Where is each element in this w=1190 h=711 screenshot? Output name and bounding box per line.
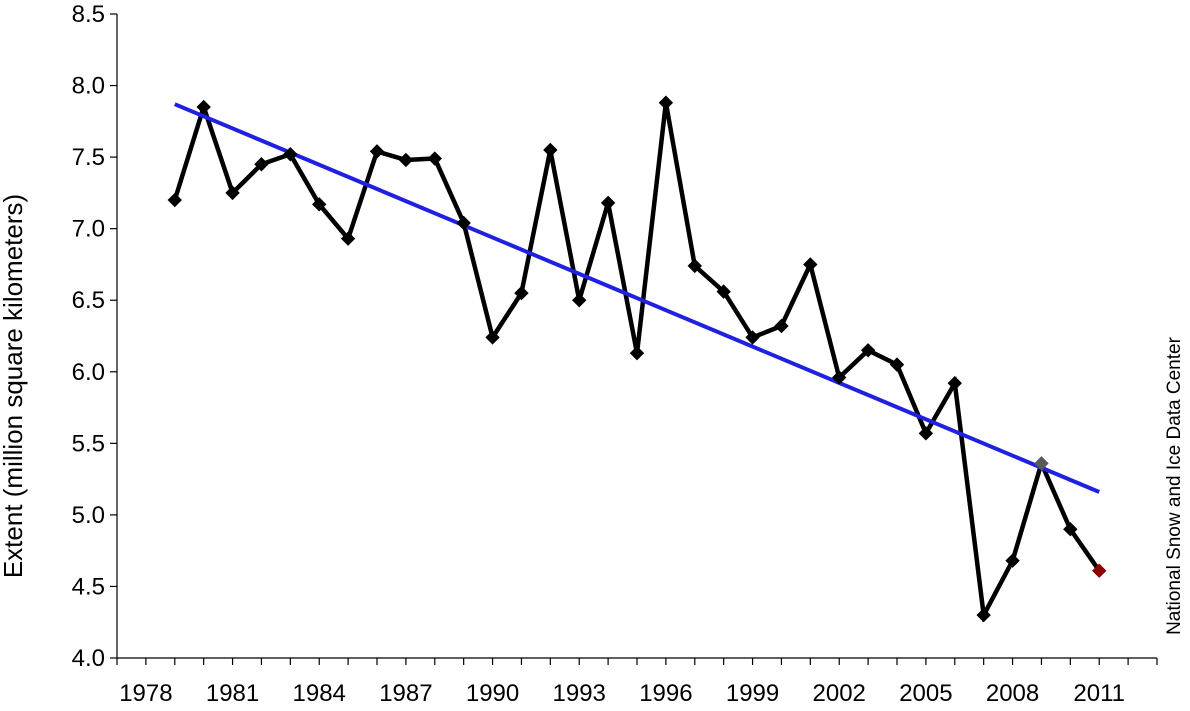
y-axis-ticks: 4.0 4.5 5.0 5.5 6.0 6.5 7.0 7.5 8.0 8.5 xyxy=(72,1,117,672)
data-point-marker xyxy=(889,357,905,372)
data-point-marker xyxy=(832,370,847,385)
y-tick-label: 4.0 xyxy=(72,645,105,672)
x-tick-label: 1999 xyxy=(726,680,779,707)
series-layer xyxy=(167,95,1107,623)
data-point-marker xyxy=(774,318,789,334)
y-tick-label: 7.5 xyxy=(72,144,105,171)
x-tick-label: 2011 xyxy=(1073,680,1125,707)
x-tick-label: 1990 xyxy=(466,680,519,707)
x-tick-label: 1978 xyxy=(119,680,172,707)
x-tick-label: 1996 xyxy=(639,680,692,707)
y-tick-label: 8.0 xyxy=(72,73,105,100)
data-point-marker xyxy=(976,607,991,623)
data-point-marker xyxy=(918,426,934,441)
x-tick-label: 2008 xyxy=(986,680,1039,707)
x-axis-ticks: 1978 1981 1984 1987 1990 1993 1996 1999 2002 2005… xyxy=(116,658,1158,707)
data-point-marker xyxy=(196,99,211,115)
data-point-marker xyxy=(658,95,674,110)
data-point-marker xyxy=(745,330,760,345)
data-point-marker xyxy=(225,185,240,201)
credit-label: National Snow and Ice Data Center xyxy=(1164,336,1185,635)
y-tick-label: 4.5 xyxy=(72,573,105,600)
data-point-marker xyxy=(1005,553,1020,568)
y-tick-label: 6.0 xyxy=(72,359,105,386)
data-point-marker xyxy=(572,293,587,308)
y-tick-label: 5.5 xyxy=(72,430,105,457)
data-point-marker xyxy=(860,343,876,358)
data-point-marker xyxy=(398,152,414,168)
data-point-marker xyxy=(312,197,327,212)
data-point-marker xyxy=(283,147,298,162)
x-tick-label: 2005 xyxy=(899,680,952,707)
data-point-marker xyxy=(254,157,269,172)
data-point-marker xyxy=(947,376,962,391)
data-point-marker xyxy=(456,215,471,231)
data-point-marker xyxy=(543,142,558,158)
data-point-marker xyxy=(600,195,616,211)
x-tick-label: 1993 xyxy=(553,680,606,707)
data-point-marker xyxy=(803,257,818,272)
y-tick-label: 5.0 xyxy=(72,502,105,529)
trend-line xyxy=(174,102,1100,494)
x-tick-label: 1984 xyxy=(293,680,346,707)
data-point-marker xyxy=(340,231,356,246)
x-tick-label: 1987 xyxy=(379,680,432,707)
data-point-marker xyxy=(1034,456,1049,471)
y-tick-label: 6.5 xyxy=(72,287,105,314)
y-axis-title: Extent (million square kilometers) xyxy=(0,194,28,578)
data-point-marker xyxy=(629,345,645,361)
data-point-marker xyxy=(716,284,731,299)
data-point-marker xyxy=(1063,521,1078,537)
data-point-marker xyxy=(687,258,702,274)
data-point-marker xyxy=(369,144,385,159)
data-point-marker xyxy=(167,192,182,208)
data-point-marker xyxy=(514,285,529,301)
data-point-marker xyxy=(1092,563,1107,578)
x-tick-label: 2002 xyxy=(813,680,866,707)
x-tick-label: 1981 xyxy=(206,680,259,707)
data-point-marker xyxy=(427,151,442,166)
data-point-marker xyxy=(485,330,500,345)
y-tick-label: 8.5 xyxy=(72,1,105,28)
y-tick-label: 7.0 xyxy=(72,216,105,243)
